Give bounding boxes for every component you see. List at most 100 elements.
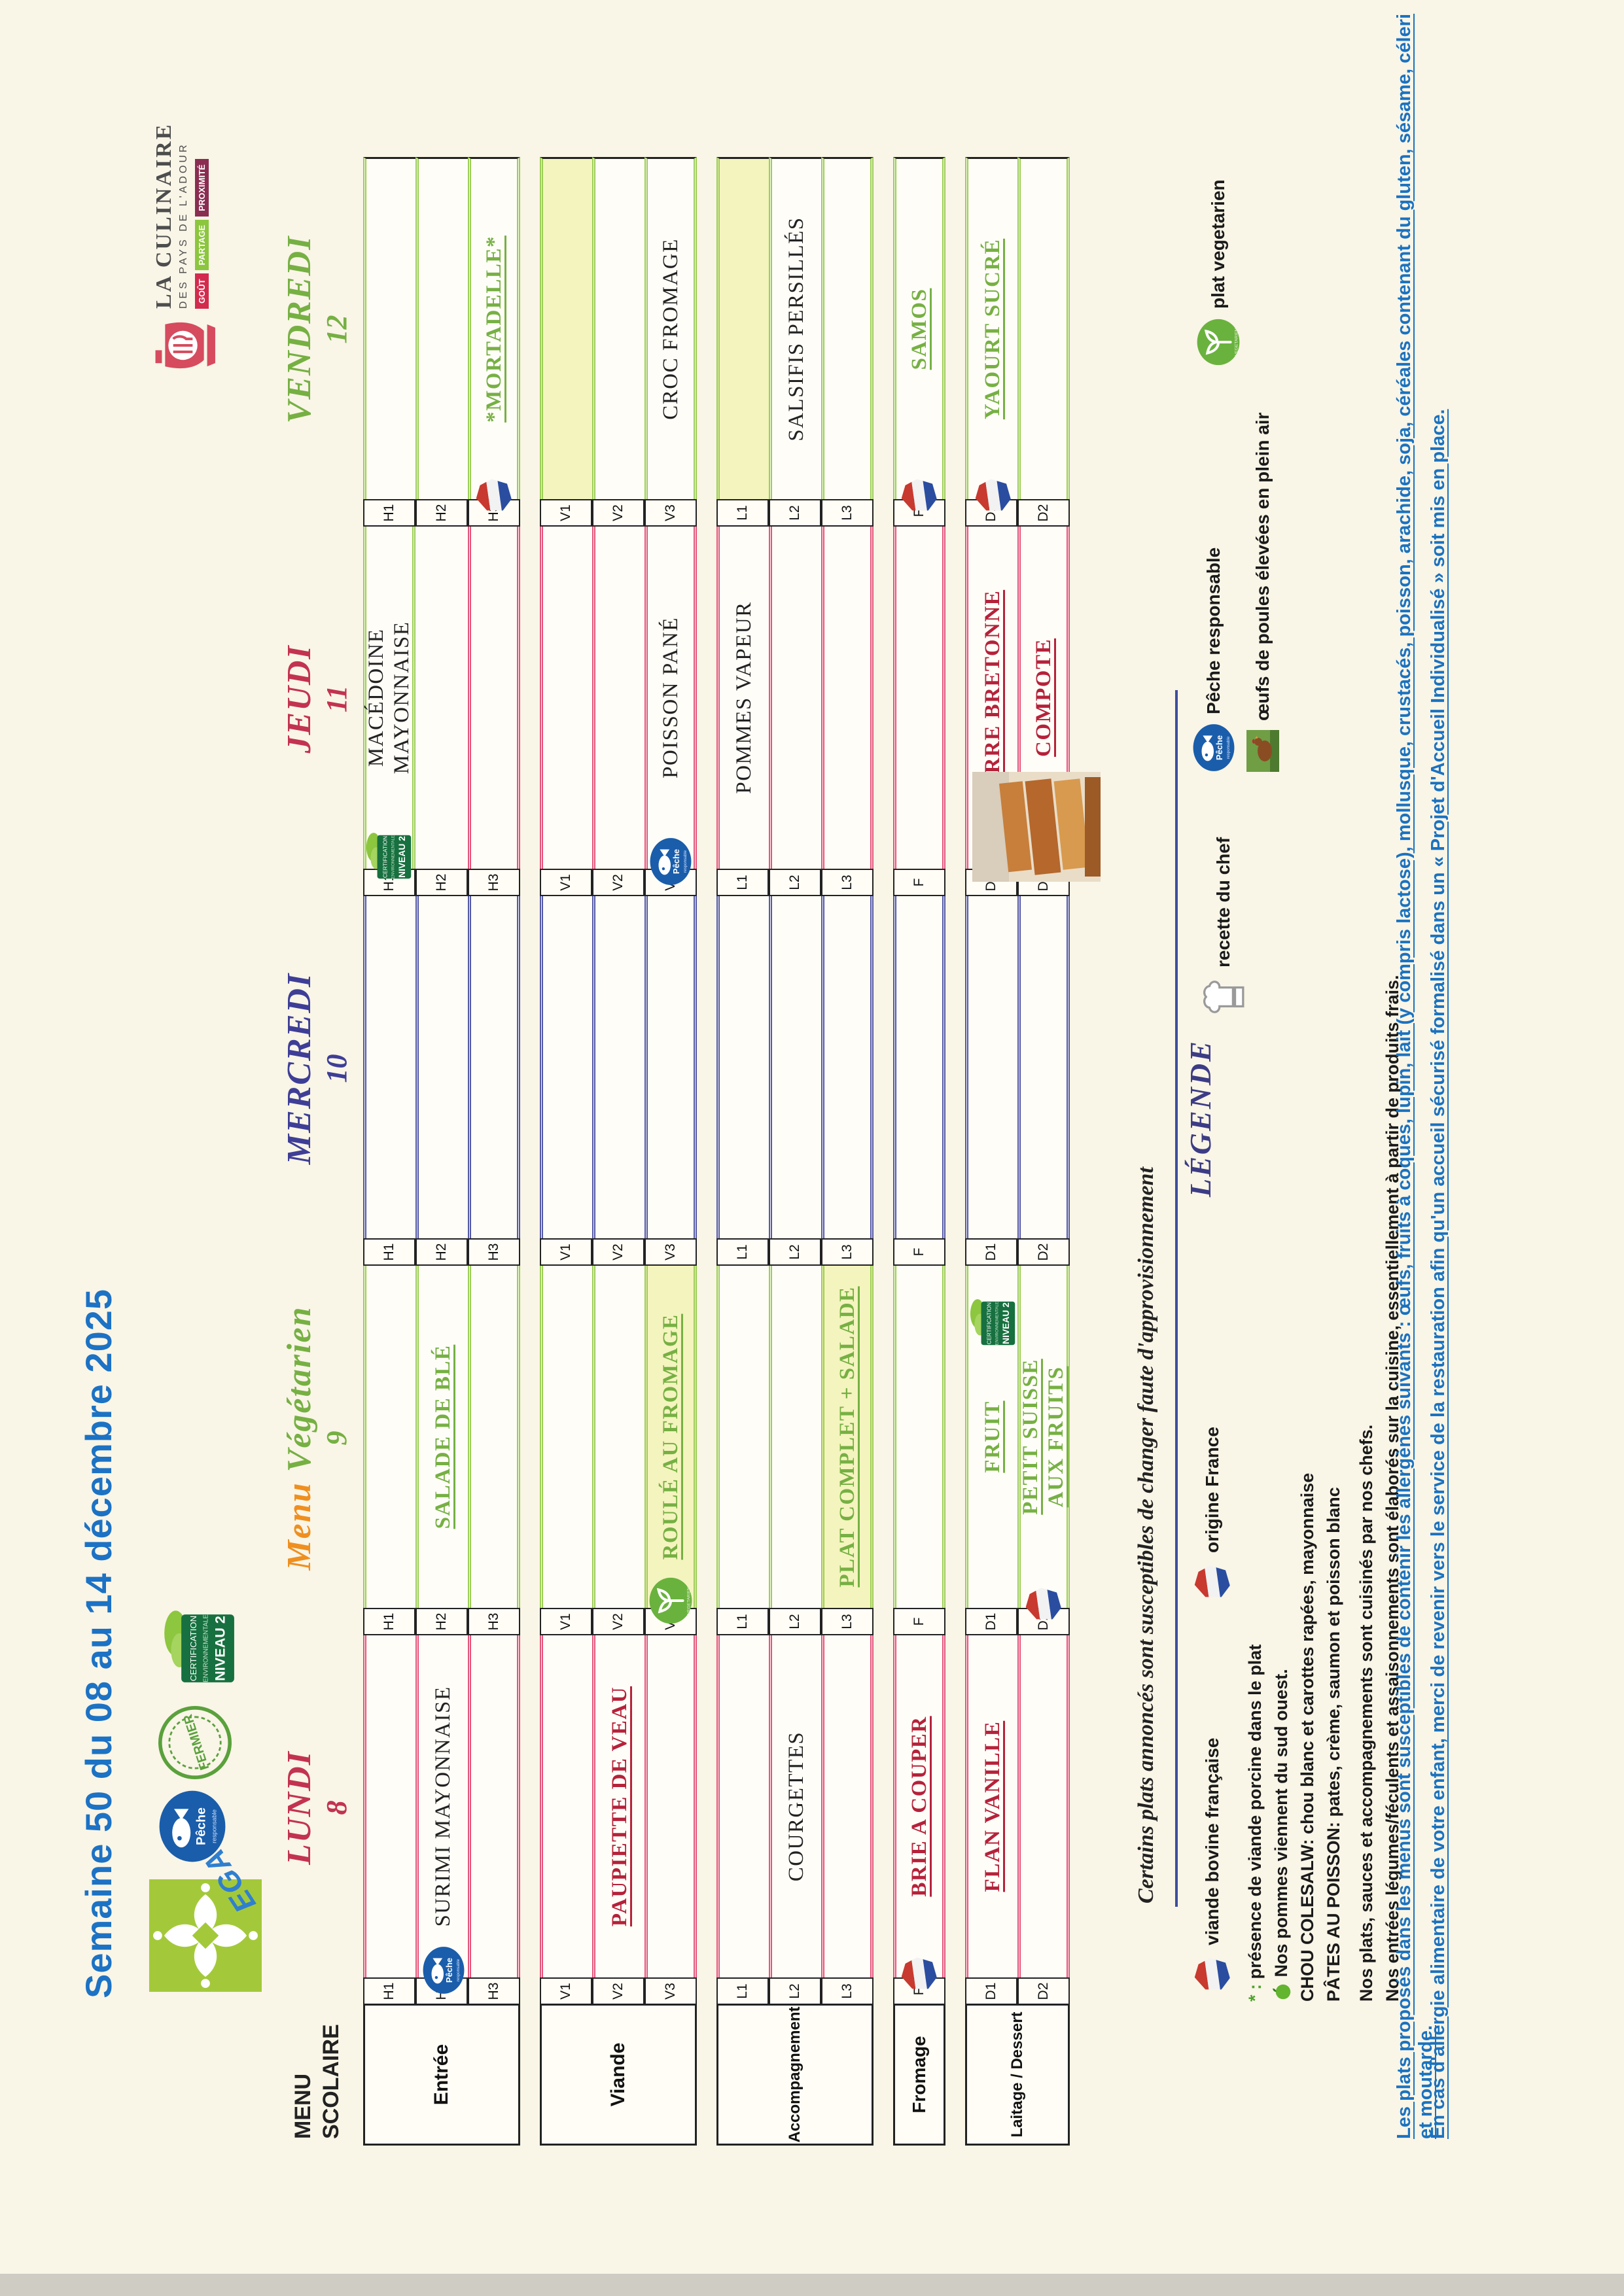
france-flag-icon bbox=[1192, 1955, 1231, 1993]
day-name: JEUDI bbox=[281, 644, 318, 754]
cell-jeudi-l2 bbox=[769, 527, 821, 869]
dish-yaourt-sucre: YAOURT SUCRÉ bbox=[981, 238, 1005, 420]
dish-roule-fromage: ROULÉ AU FROMAGE bbox=[658, 1313, 682, 1560]
dish-samos: SAMOS bbox=[907, 288, 931, 370]
plat-vegetarien-label: plat vegetarien bbox=[1208, 179, 1228, 309]
footer-notes: * : présence de viande porcine dans le p… bbox=[1242, 975, 1405, 2002]
day-column-mercredi: MERCREDI 10 H1 H2 H3 V1 V2 V3 L1 L2 L3 F… bbox=[275, 896, 1070, 1266]
flag-icon-slot bbox=[972, 476, 1014, 516]
cell-mercredi-v3 bbox=[644, 896, 697, 1238]
day-header-vendredi: VENDREDI 12 bbox=[280, 157, 357, 502]
code-l3: L3 bbox=[821, 1608, 874, 1635]
cell-mardi-d2: PETIT SUISSE AUX FRUITS bbox=[1017, 1266, 1070, 1623]
dish-petit-suisse-l1: PETIT SUISSE bbox=[1019, 1359, 1043, 1515]
cell-jeudi-h2 bbox=[415, 527, 468, 869]
code-l2: L2 bbox=[769, 1238, 821, 1266]
brand-tag-partage: PARTAGE bbox=[195, 219, 209, 271]
code-l1: L1 bbox=[716, 869, 769, 896]
day-header-mardi: Menu Végétarien 9 bbox=[280, 1266, 357, 1610]
cell-vendredi-l2: SALSIFIS PERSILLÉS bbox=[769, 157, 821, 499]
svg-text:responsable: responsable bbox=[1226, 736, 1231, 759]
dish-macedoine-l2: MAYONNAISE bbox=[390, 621, 414, 774]
code-d1: D1 bbox=[965, 1238, 1017, 1266]
cell-lundi-v3 bbox=[644, 1635, 697, 1977]
peche-responsable-icon: Pêche responsable bbox=[423, 1947, 464, 1994]
cell-jeudi-l3 bbox=[821, 527, 874, 869]
svg-text:responsable: responsable bbox=[683, 850, 688, 873]
brand-tag-gout: GOÛT bbox=[195, 273, 209, 309]
code-h2: H2 bbox=[415, 1608, 468, 1635]
cell-vendredi-l3 bbox=[821, 157, 874, 499]
hen-photo-icon bbox=[1246, 730, 1279, 772]
menu-scolaire-corner: MENU SCOLAIRE bbox=[289, 2024, 345, 2139]
code-v2: V2 bbox=[592, 1238, 644, 1266]
corner-line1: MENU bbox=[291, 2073, 315, 2139]
cell-lundi-l2: COURGETTES bbox=[769, 1635, 821, 1977]
code-h2: H2 bbox=[415, 869, 468, 896]
brand-tags: GOÛT PARTAGE PROXIMITÉ bbox=[195, 123, 209, 309]
cell-mardi-h2: SALADE DE BLÉ bbox=[415, 1266, 468, 1608]
dish-salade-ble: SALADE DE BLÉ bbox=[431, 1344, 455, 1529]
cell-mardi-l1 bbox=[716, 1266, 769, 1608]
dish-petit-suisse-l2: AUX FRUITS bbox=[1044, 1366, 1068, 1508]
cell-mercredi-l1 bbox=[716, 896, 769, 1238]
code-h1: H1 bbox=[363, 1238, 415, 1266]
cell-lundi-h3 bbox=[468, 1635, 520, 1977]
code-h2: H2 bbox=[415, 499, 468, 527]
code-l3: L3 bbox=[821, 869, 874, 896]
cell-jeudi-v2 bbox=[592, 527, 644, 869]
dish-compote: COMPOTE bbox=[1031, 638, 1055, 757]
green-apple-icon bbox=[1273, 1984, 1291, 2000]
code-h3: H3 bbox=[468, 1238, 520, 1266]
dish-croc-fromage: CROC FROMAGE bbox=[658, 238, 682, 420]
day-column-lundi: LUNDI 8 H1 H2 Pêche responsable SURIMI M… bbox=[275, 1635, 1070, 2005]
cell-jeudi-v1 bbox=[540, 527, 592, 869]
cell-jeudi-d1: BARRE BRETONNE bbox=[965, 527, 1101, 882]
cell-mardi-h3 bbox=[468, 1266, 520, 1608]
code-v1: V1 bbox=[540, 1977, 592, 2005]
code-v1: V1 bbox=[540, 869, 592, 896]
cell-mercredi-v2 bbox=[592, 896, 644, 1238]
la-culinaire-logo: LA CULINAIRE DES PAYS DE L'ADOUR GOÛT PA… bbox=[152, 123, 217, 373]
row-label-viande: Viande bbox=[540, 2004, 697, 2146]
certification-niveau2-badge: CERTIFICATION ENVIRONNEMENTALE NIVEAU 2 bbox=[162, 1599, 238, 1697]
day-header-lundi: LUNDI 8 bbox=[280, 1635, 357, 1980]
france-flag-icon bbox=[899, 1955, 938, 1992]
cell-mardi-v3: VEGETARIEN ROULÉ AU FROMAGE bbox=[644, 1266, 697, 1624]
vegetarien-icon-slot: VEGETARIEN bbox=[646, 1576, 695, 1625]
peche-responsable-icon: Pêche responsable bbox=[1193, 724, 1235, 771]
svg-text:responsable: responsable bbox=[211, 1809, 218, 1843]
cell-vendredi-d1: YAOURT SUCRÉ bbox=[965, 157, 1017, 514]
code-l3: L3 bbox=[821, 1977, 874, 2005]
egalim-logo bbox=[149, 1879, 262, 1992]
note-pommes: Nos pommes viennent du sud ouest. bbox=[1268, 975, 1294, 2002]
peche-responsable-logo: Pêche responsable bbox=[156, 1790, 229, 1863]
svg-text:Pêche: Pêche bbox=[671, 849, 681, 874]
note-porcine-text: présence de viande porcine dans le plat bbox=[1245, 1644, 1265, 1979]
code-d1: D1 bbox=[965, 1608, 1017, 1635]
legend-viande-bovine: viande bovine française bbox=[1192, 1738, 1233, 1995]
niveau2-icon-slot: CERTIFICATION ENVIRONNEMENTALE NIVEAU 2 bbox=[365, 826, 414, 888]
code-d2: D2 bbox=[1017, 1977, 1070, 2005]
legend-title: LÉGENDE bbox=[1184, 1039, 1217, 1197]
code-l3: L3 bbox=[821, 1238, 874, 1266]
legend-plat-vegetarien: VEGETARIEN plat vegetarien bbox=[1194, 179, 1243, 366]
cell-lundi-h1 bbox=[363, 1635, 415, 1977]
cell-mercredi-l2 bbox=[769, 896, 821, 1238]
badge-line2: ENVIRONNEMENTALE bbox=[203, 1614, 210, 1682]
day-number: 11 bbox=[321, 685, 353, 713]
code-f: F bbox=[893, 869, 945, 896]
code-v2: V2 bbox=[592, 499, 644, 527]
code-h3: H3 bbox=[468, 1977, 520, 2005]
cell-mardi-v2 bbox=[592, 1266, 644, 1608]
cell-vendredi-d2 bbox=[1017, 157, 1070, 499]
cell-mercredi-h2 bbox=[415, 896, 468, 1238]
day-name-menu: Menu bbox=[281, 1482, 318, 1571]
svg-text:Pêche: Pêche bbox=[444, 1958, 453, 1983]
cell-vendredi-h2 bbox=[415, 157, 468, 499]
legend-recette-du-chef: recette du chef bbox=[1201, 837, 1246, 1017]
dish-macedoine-l1: MACÉDOINE bbox=[364, 628, 389, 767]
france-flag-icon bbox=[1023, 1585, 1063, 1623]
cell-mercredi-v1 bbox=[540, 896, 592, 1238]
france-flag-icon bbox=[1192, 1563, 1231, 1601]
